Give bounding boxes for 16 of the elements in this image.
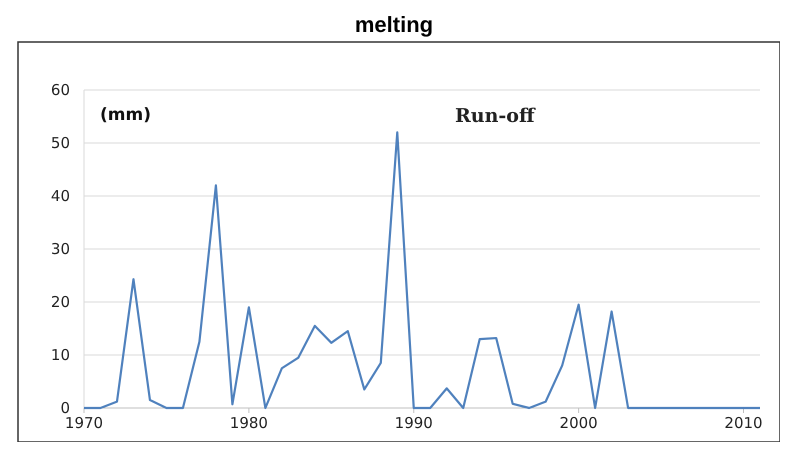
x-tick-label: 1970 <box>64 414 104 432</box>
x-tick-label: 1980 <box>230 414 268 432</box>
y-tick-label: 50 <box>50 134 70 152</box>
y-tick-label: 0 <box>60 399 70 417</box>
chart-title: melting <box>354 12 434 37</box>
x-tick-label: 2000 <box>560 414 598 432</box>
x-tick-label: 2010 <box>724 414 763 432</box>
line-series <box>82 131 762 410</box>
y-tick-label: 60 <box>50 81 70 99</box>
y-tick-label: 10 <box>50 346 70 364</box>
annotation: Run-off <box>454 105 536 127</box>
x-tick-label: 1990 <box>394 414 433 432</box>
y-tick-label: 20 <box>50 293 70 311</box>
y-axis-title: (mm) <box>100 105 151 125</box>
y-tick-label: 40 <box>50 187 70 205</box>
y-tick-label: 30 <box>50 240 70 258</box>
